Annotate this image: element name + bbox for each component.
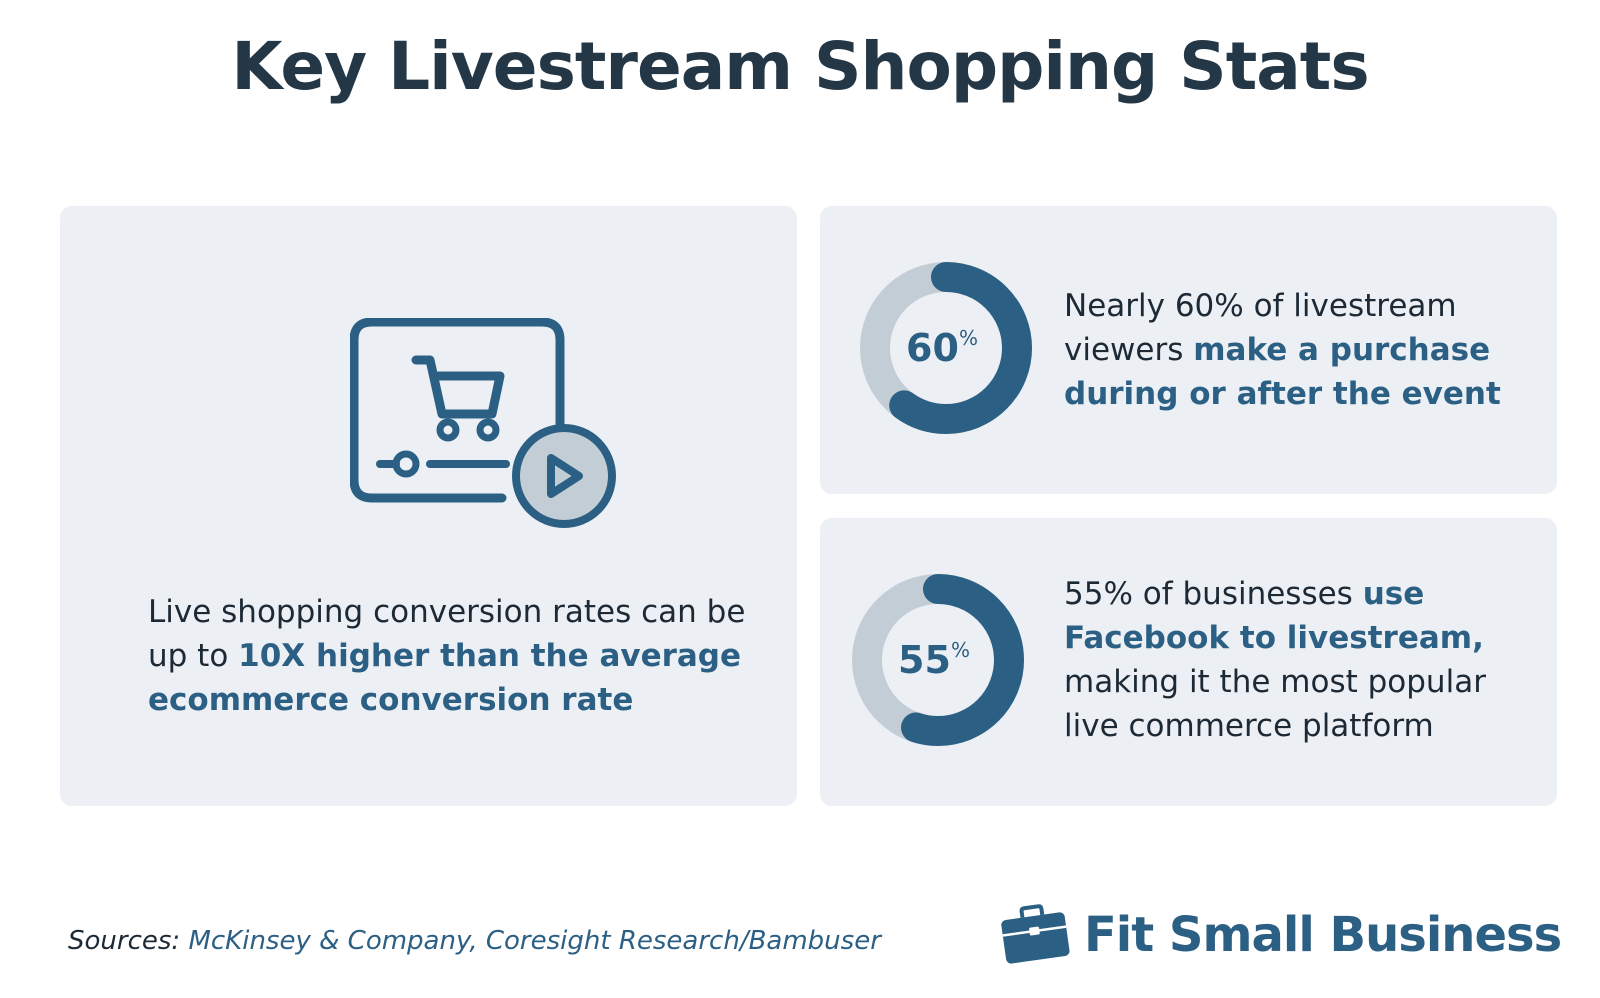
- donut-fill: [852, 574, 1024, 746]
- conversion-stat-plain: Live shopping conversion rates can be up…: [148, 594, 746, 674]
- conversion-stat-text: Live shopping conversion rates can be up…: [148, 590, 748, 722]
- conversion-stat-highlight: 10X higher than the average ecommerce co…: [148, 638, 742, 718]
- sources-line: Sources: McKinsey & Company, Coresight R…: [68, 926, 881, 956]
- cart-video-icon: [350, 318, 616, 528]
- purchase-stat-text: Nearly 60% of livestream viewers make a …: [1064, 284, 1524, 416]
- donut-fill: [860, 262, 1032, 434]
- facebook-stat-plain-start: 55% of businesses: [1064, 576, 1353, 612]
- donut-percent-sign: %: [951, 638, 970, 662]
- donut-value: 55: [898, 638, 951, 682]
- sources-names: McKinsey & Company, Coresight Research/B…: [188, 926, 881, 956]
- sources-label: Sources:: [68, 926, 181, 956]
- svg-text:55%: 55%: [898, 638, 970, 682]
- facebook-stat-highlight: use Facebook to livestream,: [1064, 576, 1484, 656]
- donut-value: 60: [906, 326, 959, 370]
- purchase-stat-highlight: make a purchase during or after the even…: [1064, 332, 1501, 412]
- briefcase-icon: [1001, 904, 1070, 964]
- donut-chart-60: 60%: [860, 262, 1032, 434]
- donut-chart-55: 55%: [852, 574, 1024, 746]
- brand-name: Fit Small Business: [1084, 907, 1562, 963]
- page-title: Key Livestream Shopping Stats: [231, 28, 1369, 105]
- donut-percent-sign: %: [959, 326, 978, 350]
- conversion-stat-card: Live shopping conversion rates can be up…: [60, 206, 797, 806]
- facebook-stat-plain-end: making it the most popular live commerce…: [1064, 664, 1486, 744]
- svg-text:60%: 60%: [906, 326, 978, 370]
- facebook-stat-text: 55% of businesses use Facebook to livest…: [1064, 572, 1524, 748]
- brand-logo: Fit Small Business: [998, 904, 1562, 966]
- facebook-stat-card: 55% 55% of businesses use Facebook to li…: [820, 518, 1557, 806]
- purchase-stat-card: 60% Nearly 60% of livestream viewers mak…: [820, 206, 1557, 494]
- purchase-stat-plain: Nearly 60% of livestream viewers: [1064, 288, 1457, 368]
